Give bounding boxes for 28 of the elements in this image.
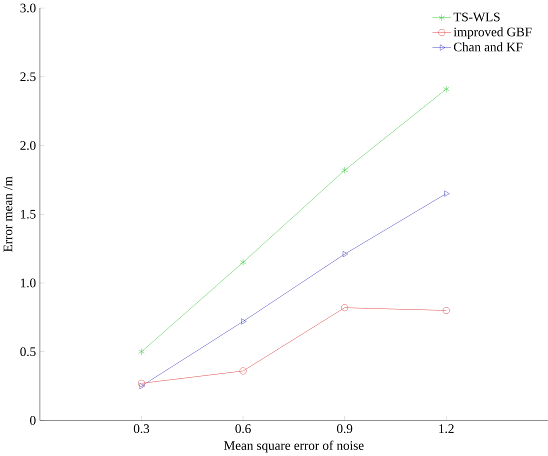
legend-label: TS-WLS bbox=[454, 12, 500, 22]
point bbox=[241, 318, 247, 324]
point bbox=[341, 304, 348, 312]
x-tick-label: 0.9 bbox=[336, 424, 352, 434]
legend-label: improved GBF bbox=[454, 27, 532, 39]
point bbox=[138, 380, 145, 387]
legend-label: Chan and KF bbox=[454, 42, 522, 52]
point bbox=[444, 190, 450, 197]
y-tick-label: 1.0 bbox=[20, 278, 36, 288]
point bbox=[342, 166, 348, 174]
y-tick-label: 3.0 bbox=[20, 4, 36, 12]
point bbox=[138, 348, 145, 356]
point bbox=[240, 367, 247, 374]
y-tick-label: 1.5 bbox=[20, 210, 36, 219]
point bbox=[342, 250, 348, 258]
y-tick-label: 0.5 bbox=[20, 347, 36, 356]
y-tick-label: 2.0 bbox=[20, 141, 36, 150]
point bbox=[443, 86, 450, 93]
y-axis-title: Error mean /m bbox=[4, 176, 12, 252]
point bbox=[240, 258, 246, 266]
x-tick-label: 0.6 bbox=[235, 424, 251, 434]
y-tick-label: 0 bbox=[30, 416, 36, 425]
y-tick-label: 2.5 bbox=[20, 72, 36, 82]
x-tick-label: 0.3 bbox=[134, 424, 150, 434]
x-tick-label: 1.2 bbox=[439, 424, 454, 434]
x-axis-title: Mean square error of noise bbox=[224, 440, 364, 452]
point bbox=[442, 306, 450, 314]
point bbox=[140, 382, 145, 390]
